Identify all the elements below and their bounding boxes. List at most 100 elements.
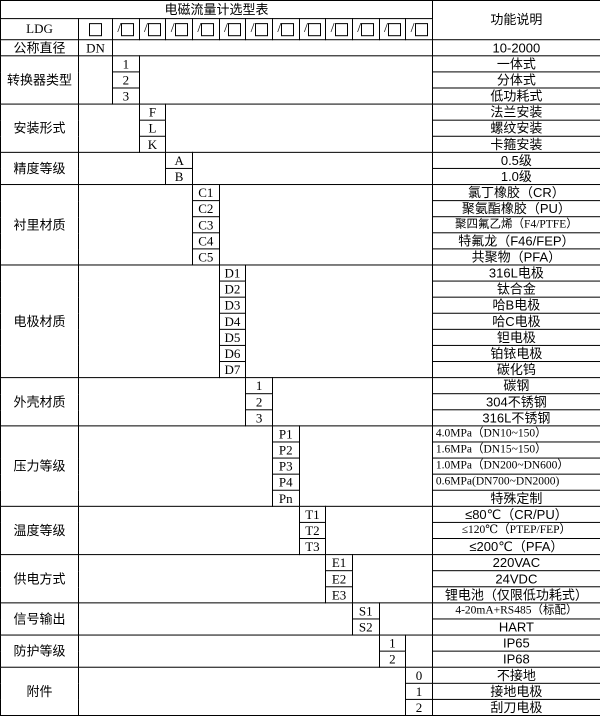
row-label-3: 精度等级 (0, 151, 79, 186)
slash-glyph: / (197, 21, 202, 37)
code-cell-4-1[interactable]: C2 (191, 200, 220, 218)
description-cell-0-0: 10-2000 (431, 39, 600, 57)
code-box-10[interactable]: / (351, 18, 380, 41)
code-cell-4-0[interactable]: C1 (191, 184, 220, 202)
code-cell-2-0[interactable]: F (138, 103, 167, 121)
code-box-3[interactable]: / (165, 18, 193, 41)
spacer-left-2 (78, 103, 140, 153)
code-cell-10-1[interactable]: S2 (351, 618, 380, 636)
row-label-2: 安装形式 (0, 103, 79, 153)
code-box-6[interactable]: / (245, 18, 273, 41)
code-cell-11-0[interactable]: 1 (378, 634, 407, 652)
code-cell-11-1[interactable]: 2 (378, 650, 407, 668)
code-cell-5-5[interactable]: D6 (218, 344, 247, 363)
code-cell-3-1[interactable]: B (165, 167, 193, 186)
table-row: D4 哈C电极 (1, 312, 600, 330)
code-cell-8-0[interactable]: T1 (298, 505, 327, 523)
code-cell-4-2[interactable]: C3 (191, 216, 220, 234)
code-cell-7-4[interactable]: Pn (271, 489, 300, 507)
code-box-5[interactable]: / (218, 18, 247, 41)
code-cell-4-4[interactable]: C5 (191, 248, 220, 266)
spacer-left-8 (78, 505, 300, 556)
code-cell-6-0[interactable]: 1 (245, 377, 273, 395)
table-row: 转换器类型 1 一体式 (0, 55, 600, 105)
description-cell-6-2: 316L不锈钢 (431, 409, 600, 427)
row-label-0: 公称直径 (0, 39, 79, 57)
code-cell-8-2[interactable]: T3 (298, 538, 327, 556)
slash-glyph: / (144, 21, 148, 37)
code-cell-4-3[interactable]: C4 (191, 232, 220, 250)
code-cell-9-2[interactable]: E3 (325, 586, 353, 604)
code-cell-2-1[interactable]: L (138, 119, 167, 137)
code-cell-7-2[interactable]: P3 (271, 457, 300, 475)
spacer-left-10 (78, 602, 353, 636)
table-row: D2 钛合金 (1, 280, 600, 298)
table-row: S2 HART (1, 618, 600, 636)
code-cell-2-2[interactable]: K (138, 135, 167, 153)
table-row: 防护等级 1 IP65 (0, 634, 600, 668)
table-row: 温度等级 T1 ≤80℃（CR/PU） (0, 505, 600, 556)
code-cell-5-3[interactable]: D4 (218, 312, 247, 330)
spacer-left-11 (78, 634, 380, 668)
code-box-8[interactable]: / (298, 18, 327, 41)
model-prefix-cell: LDG (0, 18, 79, 41)
description-cell-7-4: 特殊定制 (431, 489, 600, 507)
code-cell-10-0[interactable]: S1 (351, 602, 380, 620)
code-cell-5-4[interactable]: D5 (218, 328, 247, 346)
description-cell-5-6: 碳化钨 (431, 361, 600, 379)
code-box-2[interactable]: / (138, 18, 167, 41)
code-cell-8-1[interactable]: T2 (298, 521, 327, 540)
code-cell-6-1[interactable]: 2 (245, 393, 273, 411)
spacer-left-6 (77, 377, 247, 427)
table-row: 3 316L不锈钢 (1, 409, 600, 427)
description-cell-6-0: 碳钢 (431, 377, 600, 395)
code-cell-1-0[interactable]: 1 (112, 55, 140, 73)
code-cell-1-1[interactable]: 2 (112, 71, 140, 89)
code-box-4[interactable]: / (191, 18, 220, 41)
code-cell-6-2[interactable]: 3 (245, 409, 273, 427)
code-box-0[interactable] (78, 18, 113, 41)
code-cell-0-0[interactable]: DN (78, 39, 113, 57)
code-cell-5-2[interactable]: D3 (218, 296, 247, 314)
code-cell-5-1[interactable]: D2 (218, 280, 247, 298)
code-cell-9-1[interactable]: E2 (325, 570, 353, 588)
table-row: C5 共聚物（PFA） (1, 248, 600, 266)
code-cell-7-0[interactable]: P1 (271, 425, 300, 443)
code-cell-12-2[interactable]: 2 (405, 698, 433, 716)
spacer-left-3 (77, 151, 167, 186)
table-row: 电极材质 D1 316L电极 (0, 264, 600, 379)
description-cell-11-1: IP68 (431, 650, 600, 668)
code-cell-3-0[interactable]: A (165, 151, 193, 169)
description-cell-1-0: 一体式 (431, 55, 600, 73)
code-cell-9-0[interactable]: E1 (325, 554, 353, 572)
row-label-5: 电极材质 (0, 264, 79, 379)
slash-glyph: / (224, 21, 228, 37)
spacer-right-11 (405, 634, 433, 668)
description-cell-5-1: 钛合金 (431, 280, 600, 298)
row-label-12: 附件 (0, 666, 79, 716)
code-cell-12-0[interactable]: 0 (405, 666, 433, 684)
code-box-1[interactable]: / (112, 18, 140, 41)
code-cell-7-3[interactable]: P4 (271, 473, 300, 491)
description-cell-2-1: 螺纹安装 (431, 119, 600, 137)
table-row: E3 锂电池（仅限低功耗式） (1, 586, 600, 604)
description-cell-7-0: 4.0MPa（DN10~150） (431, 425, 600, 443)
code-cell-5-0[interactable]: D1 (218, 264, 247, 282)
code-box-9[interactable]: / (325, 18, 353, 41)
code-cell-7-1[interactable]: P2 (271, 441, 300, 459)
slash-glyph: / (330, 21, 335, 37)
code-cell-1-2[interactable]: 3 (112, 87, 140, 105)
code-box-7[interactable]: / (271, 18, 300, 41)
spacer-left-9 (77, 554, 327, 604)
table-row: D6 铂铱电极 (1, 344, 600, 363)
table-row: 2 304不锈钢 (1, 393, 600, 411)
description-cell-2-2: 卡箍安装 (431, 135, 600, 153)
code-cell-5-6[interactable]: D7 (218, 361, 247, 379)
code-box-12[interactable]: / (405, 18, 433, 41)
code-cell-12-1[interactable]: 1 (405, 682, 433, 700)
code-box-11[interactable]: / (378, 18, 407, 41)
code-box-glyph (414, 22, 428, 37)
description-cell-7-1: 1.6MPa（DN15~150） (431, 441, 600, 459)
